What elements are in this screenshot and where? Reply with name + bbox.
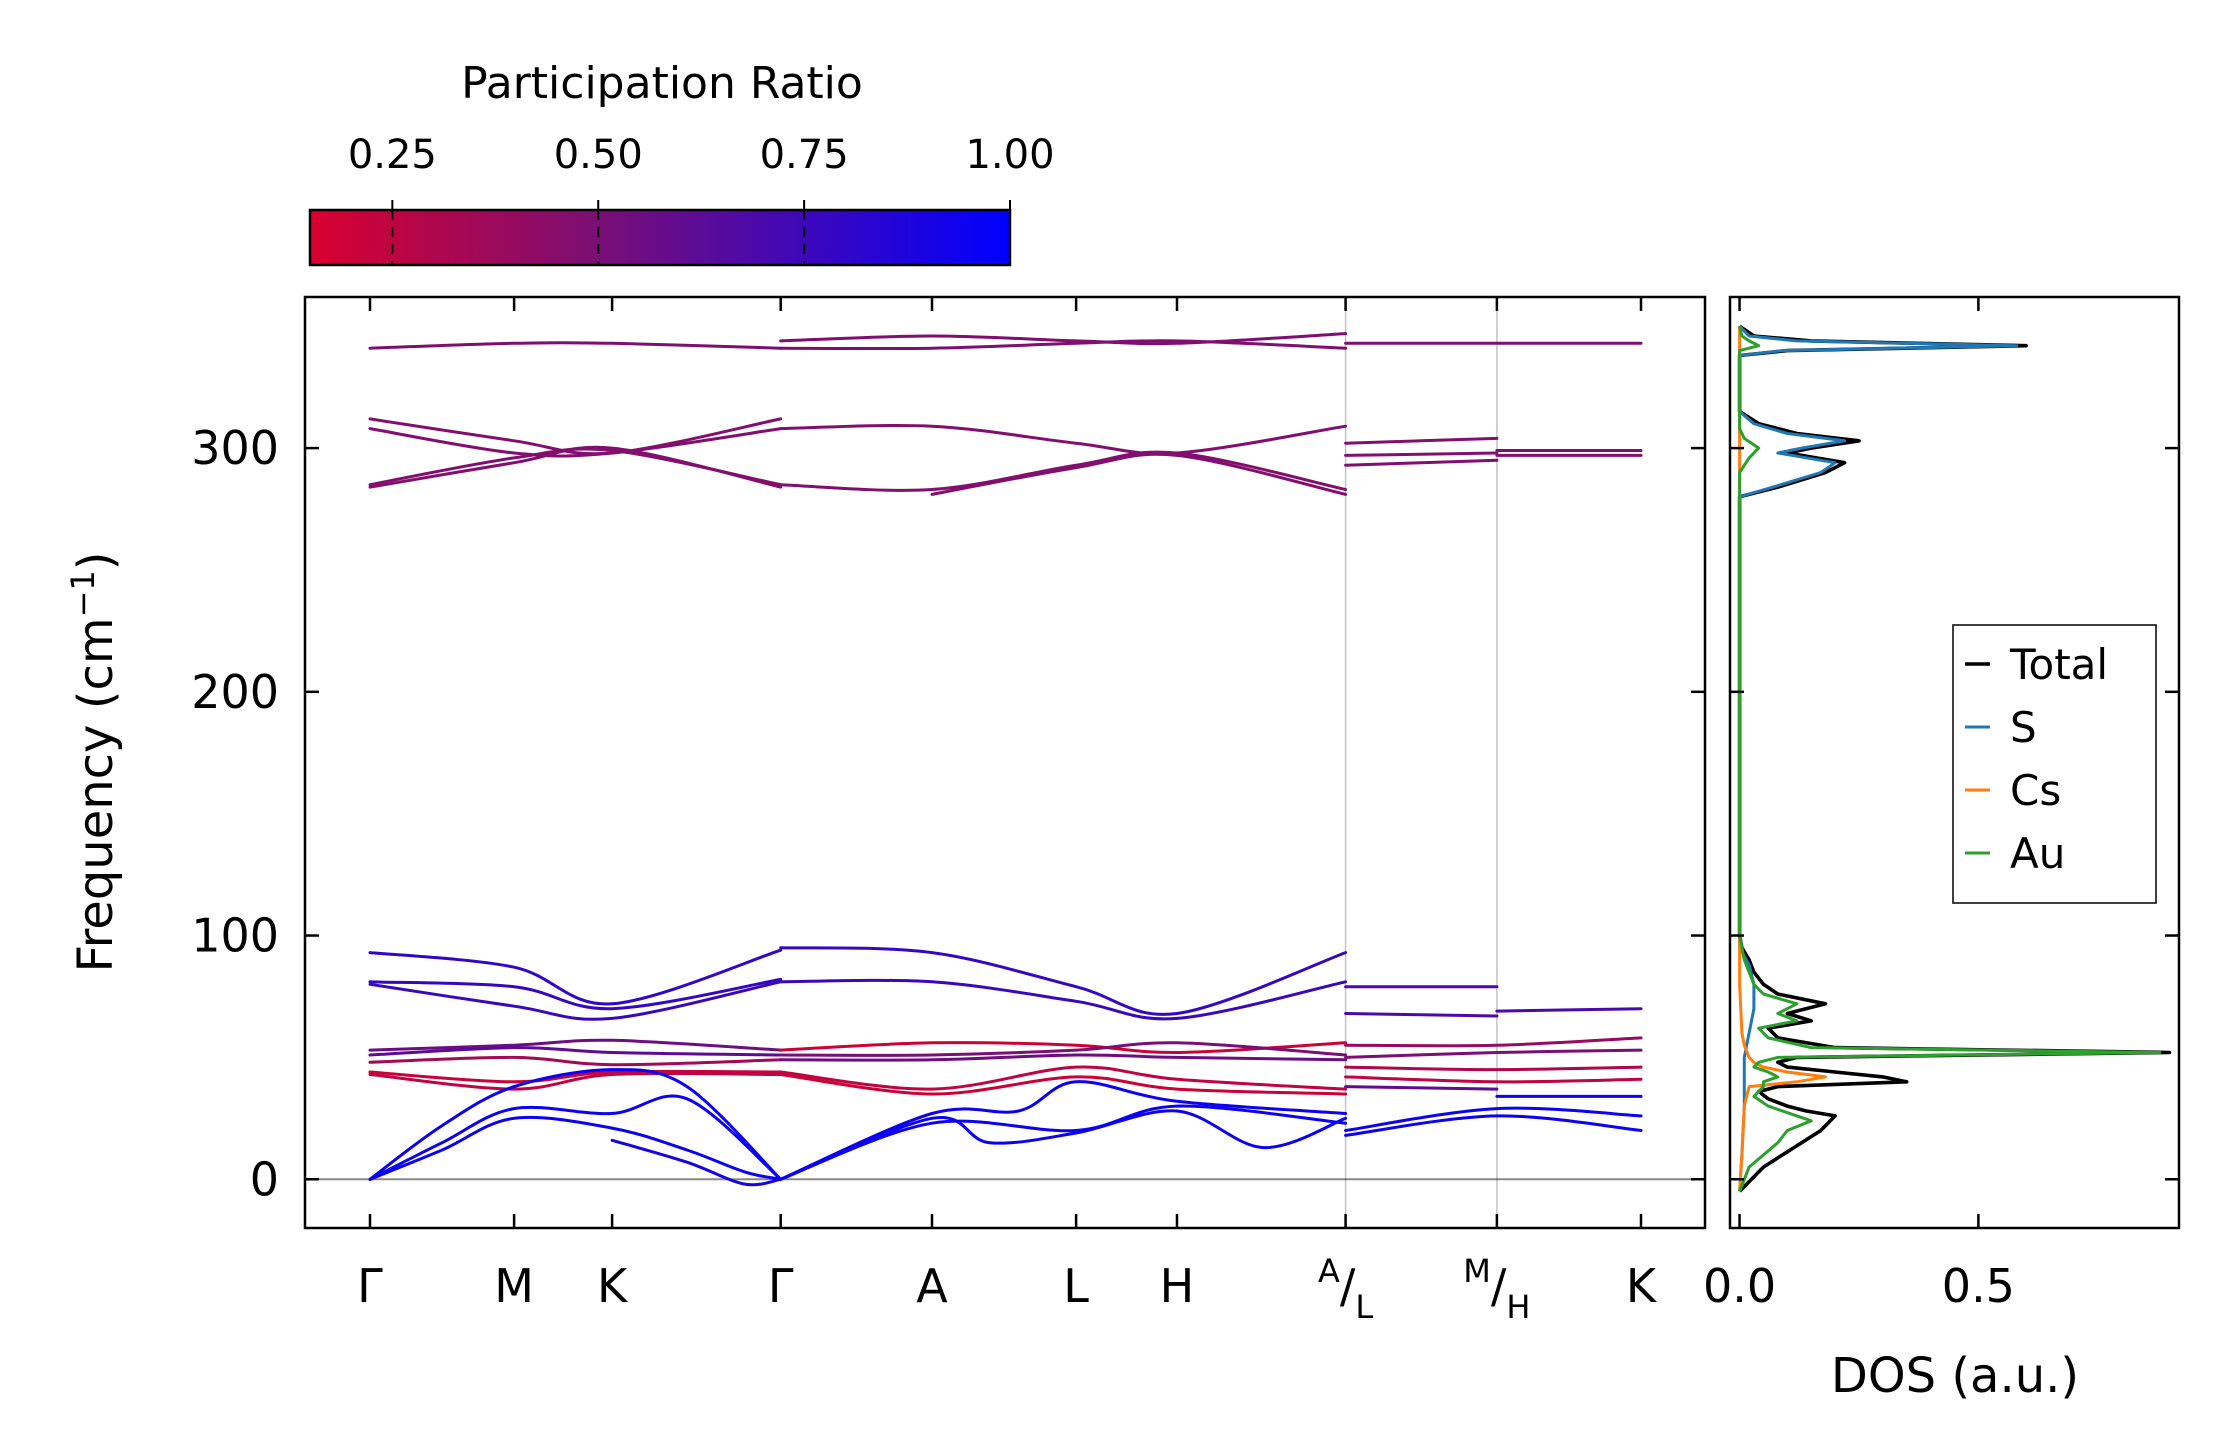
- band-O5: [779, 978, 1348, 1021]
- kpath-label: K: [1626, 1259, 1658, 1313]
- band-A9: [1344, 1114, 1643, 1137]
- band-Sm5: [779, 423, 1348, 456]
- dos-tick-label: 0.0: [1703, 1259, 1776, 1313]
- band-Sm10: [1344, 458, 1499, 467]
- band-O1: [368, 948, 783, 1006]
- band-L15: [1344, 1085, 1499, 1091]
- kpath-label-sub: L: [1355, 1288, 1373, 1326]
- dos-line-s: [1738, 325, 2019, 1192]
- band-lines: [368, 332, 1643, 1187]
- band-L12: [1344, 1048, 1643, 1059]
- kpath-label: M/H: [1463, 1252, 1530, 1326]
- band-A3: [368, 1115, 783, 1181]
- dos-axis-ticks: 0.0 0.5: [1703, 297, 2179, 1313]
- kpath-label: Γ: [768, 1259, 794, 1313]
- ylabel-main: Frequency (cm: [68, 617, 124, 972]
- band-O7: [1344, 1012, 1499, 1018]
- colorbar-tick-label: 0.25: [348, 132, 437, 178]
- band-Sh1: [368, 341, 783, 350]
- frequency-tick-label: 300: [191, 421, 279, 475]
- legend-frame: [1952, 624, 2157, 904]
- band-A4: [610, 1138, 783, 1187]
- dos-lines: [1737, 324, 2172, 1193]
- ylabel-close: ): [68, 551, 124, 570]
- legend-label-total: Total: [2009, 640, 2108, 689]
- frequency-axis-label: Frequency (cm−1): [64, 551, 124, 972]
- band-Sh3: [779, 339, 1348, 351]
- band-L7: [779, 1041, 1348, 1057]
- band-Sm2: [368, 427, 783, 458]
- band-A5: [779, 1080, 1348, 1181]
- dos-axis-label: DOS (a.u.): [1831, 1348, 2079, 1404]
- band-A8: [1344, 1106, 1643, 1132]
- band-O3: [368, 980, 783, 1021]
- kpath-label-sup: A: [1318, 1252, 1340, 1290]
- kpath-label-sub: H: [1506, 1288, 1530, 1326]
- dos-line-au: [1738, 325, 2162, 1192]
- band-A2: [368, 1094, 783, 1181]
- dos-tick-label: 0.5: [1942, 1259, 2015, 1313]
- band-L1: [368, 1038, 783, 1052]
- colorbar-ticks: 0.25 0.50 0.75 1.00: [348, 132, 1055, 265]
- kpath-label-sup: M: [1463, 1252, 1491, 1290]
- band-Sm4: [368, 445, 783, 489]
- colorbar-gradient: [308, 208, 1012, 267]
- legend-items: Total S Cs Au: [1965, 640, 2108, 878]
- band-A1: [368, 1068, 783, 1181]
- legend: Total S Cs Au: [1952, 624, 2157, 904]
- band-Sm8: [1344, 436, 1499, 445]
- band-L2: [368, 1046, 783, 1057]
- kpath-label: K: [597, 1259, 629, 1313]
- band-Sm9: [1344, 451, 1499, 457]
- dos-line-total: [1737, 324, 2172, 1193]
- band-Sm6: [779, 450, 1348, 492]
- colorbar-tick-label: 1.00: [965, 132, 1054, 178]
- colorbar-tick-label: 0.50: [554, 132, 643, 178]
- band-O2: [368, 977, 783, 1011]
- band-L3: [368, 1055, 783, 1067]
- band-A6: [779, 1109, 1348, 1181]
- frequency-axis-ticks: 0 100 200 300: [191, 421, 1705, 1206]
- dos-plot-frame: [1728, 295, 2181, 1230]
- band-plot-frame: [303, 295, 1707, 1230]
- legend-label-s: S: [2010, 703, 2037, 752]
- band-L4: [368, 1069, 783, 1084]
- kpath-axis-ticks: Γ M K Γ A L H A/LM/H K: [357, 297, 1658, 1326]
- kpath-label: A: [916, 1259, 948, 1313]
- colorbar: Participation Ratio 0.25 0.50 0.75 1.00: [308, 58, 1055, 267]
- legend-label-au: Au: [2010, 829, 2065, 878]
- kpath-label-slash: /: [1491, 1259, 1507, 1313]
- band-L5: [368, 1071, 783, 1091]
- frequency-tick-label: 0: [250, 1152, 279, 1206]
- kpath-label: A/L: [1318, 1252, 1373, 1326]
- frequency-tick-label: 200: [191, 665, 279, 719]
- frequency-tick-label: 100: [191, 909, 279, 963]
- band-Sh2: [779, 332, 1348, 346]
- colorbar-title: Participation Ratio: [461, 58, 863, 109]
- band-L13: [1344, 1065, 1643, 1072]
- band-L6: [779, 1041, 1348, 1055]
- band-L14: [1344, 1075, 1643, 1084]
- kpath-label: H: [1160, 1259, 1195, 1313]
- ylabel-superscript: −1: [64, 570, 102, 617]
- band-L11: [1344, 1036, 1643, 1048]
- band-O8: [1495, 1007, 1643, 1013]
- colorbar-tick-label: 0.75: [760, 132, 849, 178]
- dos-panel: 0.0 0.5 DOS (a.u.) Total S Cs Au: [1703, 295, 2181, 1404]
- legend-label-cs: Cs: [2010, 766, 2061, 815]
- band-L9: [779, 1065, 1348, 1091]
- band-Sm7: [930, 452, 1348, 496]
- kpath-label-slash: /: [1340, 1259, 1356, 1313]
- kpath-label: Γ: [357, 1259, 383, 1313]
- band-A7: [779, 1104, 1348, 1181]
- kpath-label: L: [1063, 1259, 1089, 1313]
- band-L10: [779, 1073, 1348, 1096]
- band-O4: [779, 946, 1348, 1016]
- band-L8: [779, 1053, 1348, 1062]
- kpath-label: M: [494, 1259, 534, 1313]
